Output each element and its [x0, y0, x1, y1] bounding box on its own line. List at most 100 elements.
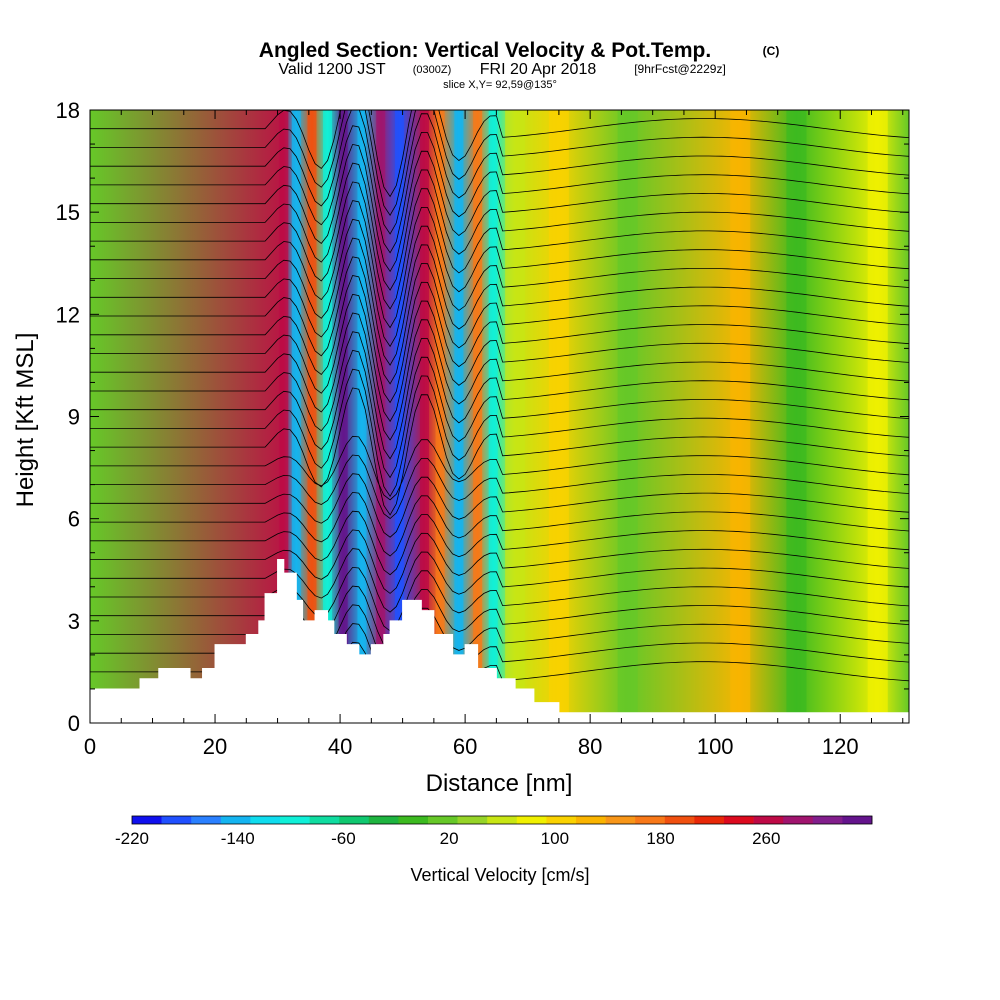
velocity-band	[323, 110, 333, 723]
y-tick-label: 18	[56, 98, 80, 123]
theta-contour	[90, 218, 909, 348]
theta-contour	[90, 604, 909, 669]
colorbar-swatch	[368, 816, 399, 824]
y-tick-label: 6	[68, 507, 80, 532]
theta-contour	[90, 566, 909, 632]
theta-contour	[90, 125, 909, 254]
theta-contour	[90, 312, 909, 441]
colorbar-swatch	[812, 816, 843, 824]
x-axis: 0 20 40 60 80 100 120	[84, 110, 904, 759]
colorbar-label: Vertical Velocity [cm/s]	[410, 865, 589, 885]
colorbar-tick-label: 180	[646, 829, 674, 848]
colorbar-swatch	[457, 816, 488, 824]
plot-area	[90, 110, 909, 723]
theta-contour	[90, 200, 909, 329]
theta-contour	[90, 585, 909, 651]
theta-contour	[90, 331, 909, 460]
velocity-band	[730, 110, 751, 723]
x-tick-label: 100	[697, 734, 734, 759]
colorbar-tick-label: 20	[440, 829, 459, 848]
velocity-band	[419, 110, 429, 723]
theta-contour	[90, 368, 909, 497]
colorbar-tick-label: -60	[331, 829, 356, 848]
y-tick-label: 15	[56, 200, 80, 225]
y-tick-label: 12	[56, 302, 80, 327]
colorbar-swatch	[783, 816, 814, 824]
colorbar-swatch	[753, 816, 784, 824]
chart-title-unit: (C)	[763, 44, 780, 58]
y-axis-label: Height [Kft MSL]	[12, 333, 39, 508]
x-tick-label: 120	[822, 734, 859, 759]
colorbar-swatch	[398, 816, 429, 824]
theta-contour	[90, 256, 909, 385]
valid-date: FRI 20 Apr 2018	[480, 61, 597, 78]
colorbar-swatch	[220, 816, 251, 824]
valid-time: Valid 1200 JST	[278, 61, 386, 78]
pot-temp-contours	[90, 110, 909, 707]
theta-contour	[90, 435, 909, 501]
colorbar-tick-label: -220	[115, 829, 149, 848]
velocity-band	[786, 110, 807, 723]
velocity-band	[279, 110, 289, 723]
colorbar-swatch	[487, 816, 518, 824]
colorbar-swatch	[250, 816, 281, 824]
theta-contour	[90, 548, 909, 613]
y-tick-label: 0	[68, 711, 80, 736]
colorbar-swatch	[280, 816, 310, 824]
chart-title: Angled Section: Vertical Velocity & Pot.…	[259, 39, 711, 62]
theta-contour	[90, 473, 909, 538]
velocity-band	[307, 110, 317, 723]
theta-contour	[90, 510, 909, 576]
theta-contour	[90, 293, 909, 423]
colorbar-tick-label: -140	[221, 829, 255, 848]
theta-contour	[90, 491, 909, 557]
colorbar-swatch	[694, 816, 725, 824]
colorbar-tick-label: 100	[541, 829, 569, 848]
theta-contour	[90, 110, 909, 235]
y-tick-label: 3	[68, 609, 80, 634]
theta-contour	[90, 181, 909, 310]
theta-contour	[90, 275, 909, 404]
colorbar-swatch	[724, 816, 754, 824]
colorbar-frame	[131, 815, 873, 825]
colorbar-swatch	[576, 816, 606, 824]
x-tick-label: 20	[203, 734, 227, 759]
velocity-band	[454, 110, 464, 723]
colorbar-swatch	[191, 816, 222, 824]
slice-label: slice X,Y= 92,59@135°	[443, 79, 557, 91]
theta-contour	[90, 237, 909, 366]
velocity-band	[548, 110, 569, 723]
theta-contour	[90, 454, 909, 520]
velocity-band	[505, 110, 526, 723]
x-axis-label: Distance [nm]	[426, 770, 573, 797]
colorbar-swatch	[605, 816, 636, 824]
velocity-band	[435, 110, 445, 723]
colorbar-swatch	[635, 816, 666, 824]
colorbar-swatch	[664, 816, 695, 824]
y-tick-label: 9	[68, 405, 80, 430]
velocity-band	[357, 110, 367, 723]
colorbar-swatch	[516, 816, 547, 824]
theta-contour	[90, 162, 909, 291]
colorbar-swatch	[309, 816, 340, 824]
forecast-label: [9hrFcst@2229z]	[634, 62, 726, 76]
colorbar-swatch	[428, 816, 458, 824]
x-tick-label: 0	[84, 734, 96, 759]
x-tick-label: 60	[453, 734, 477, 759]
x-tick-label: 40	[328, 734, 352, 759]
velocity-band	[488, 110, 498, 723]
colorbar-swatch	[132, 816, 162, 824]
field-bands	[90, 110, 909, 723]
valid-time-z: (0300Z)	[413, 64, 452, 76]
theta-contour	[90, 143, 909, 273]
theta-contour	[90, 529, 909, 594]
x-tick-label: 80	[578, 734, 602, 759]
terrain	[90, 559, 909, 723]
velocity-band	[617, 110, 638, 723]
velocity-band	[867, 110, 888, 723]
theta-contour	[90, 110, 909, 216]
theta-contour	[90, 110, 909, 198]
colorbar-swatch	[339, 816, 370, 824]
colorbar-tick-label: 260	[752, 829, 780, 848]
